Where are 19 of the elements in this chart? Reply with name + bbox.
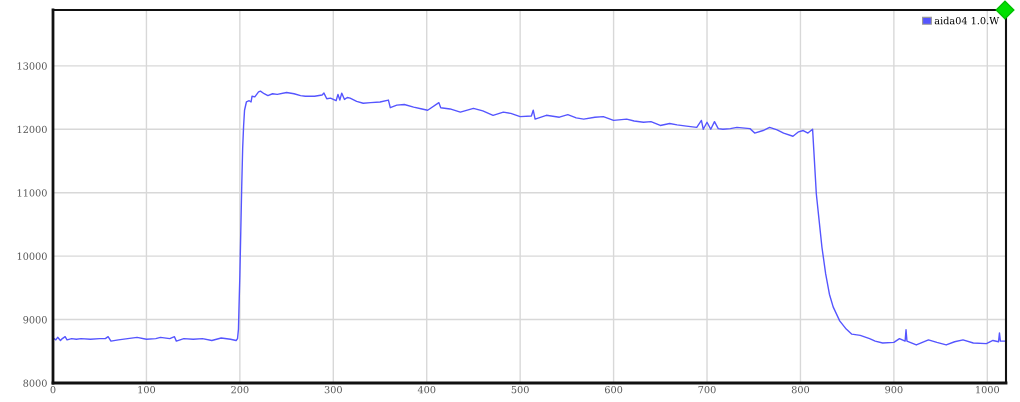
y-tick-label: 10000 [17, 252, 47, 260]
y-tick-label: 13000 [17, 62, 47, 70]
y-tick-label: 12000 [17, 125, 47, 134]
legend-label: aida04 1.0.W [934, 16, 1000, 25]
x-tick-label: 0 [50, 385, 56, 394]
x-tick-label: 100 [138, 385, 156, 394]
x-tick-label: 500 [511, 385, 529, 394]
x-tick-label: 600 [604, 385, 623, 394]
x-tick-label: 200 [231, 385, 249, 394]
y-tick-label: 8000 [23, 379, 47, 387]
x-tick-label: 700 [698, 385, 716, 394]
x-tick-label: 800 [791, 385, 810, 394]
line-series [53, 90, 1006, 346]
x-tick-label: 300 [324, 385, 342, 394]
x-tick-label: 900 [885, 385, 903, 394]
y-tick-label: 11000 [17, 189, 47, 197]
x-tick-label: 400 [417, 385, 436, 394]
y-tick-label: 9000 [23, 316, 47, 324]
x-tick-label: 1000 [976, 385, 1000, 394]
